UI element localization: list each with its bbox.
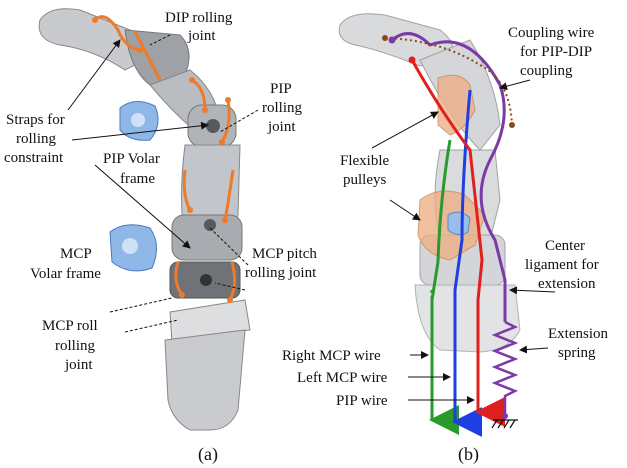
mcp-hole: [200, 274, 212, 286]
pip-wire-label: PIP wire: [336, 393, 388, 409]
pip-label-line1: PIP: [270, 81, 292, 97]
straps-label-line3: constraint: [4, 150, 64, 166]
mcp-roll-label-line3: joint: [64, 357, 93, 373]
coupling-label-line3: coupling: [520, 63, 573, 79]
pip-wire: [410, 59, 505, 427]
b-volar-frame: [447, 211, 471, 236]
extension-spring: [491, 320, 519, 415]
ligament-label-line1: Center: [545, 238, 585, 254]
left-mcp-wire-label: Left MCP wire: [297, 370, 388, 386]
metacarpal-bone: [164, 329, 246, 431]
mcp-roll-label-line1: MCP roll: [42, 318, 98, 334]
pip-volar-frame: [119, 101, 159, 141]
pip-hole: [206, 119, 220, 133]
spring-label-line2: spring: [558, 345, 596, 361]
ligament-label-line2: ligament for: [525, 257, 599, 273]
mcp-roll-label-line2: rolling: [55, 338, 95, 354]
mcp-volar-label-line1: MCP: [60, 246, 92, 262]
pulleys-label-line1: Flexible: [340, 153, 390, 169]
panel-b-leaders: [371, 79, 556, 404]
panel-a-leaders: [67, 34, 259, 333]
straps-label-line1: Straps for: [6, 112, 65, 128]
pip-label-line2: rolling: [262, 100, 302, 116]
pip-label-line3: joint: [267, 119, 296, 135]
right-mcp-wire-label: Right MCP wire: [282, 348, 381, 364]
panel-b-labels: Coupling wire for PIP-DIP coupling Flexi…: [282, 25, 608, 409]
proximal-hole: [204, 219, 216, 231]
ligament-label-line3: extension: [538, 276, 596, 292]
dip-label-line2: joint: [187, 28, 216, 44]
pip-volar-label-line2: frame: [120, 171, 155, 187]
mcp-volar-frame: [109, 224, 157, 272]
mcp-volar-label-line2: Volar frame: [30, 266, 101, 282]
pip-volar-label-line1: PIP Volar: [103, 151, 160, 167]
mcp-joint-block: [171, 214, 243, 261]
ground-symbol: [491, 419, 518, 429]
panel-a-finger: [38, 8, 251, 431]
mcp-pitch-label-line1: MCP pitch: [252, 246, 317, 262]
coupling-label-line1: Coupling wire: [508, 25, 595, 41]
panel-a-caption: (a): [198, 444, 218, 465]
panel-b-caption: (b): [458, 444, 479, 465]
strap-anchors: [92, 17, 233, 303]
coupling-label-line2: for PIP-DIP: [520, 44, 592, 60]
mcp-pitch-label-line2: rolling joint: [245, 265, 317, 281]
right-mcp-wire: [429, 139, 459, 435]
straps-label-line2: rolling: [16, 131, 56, 147]
spring-label-line1: Extension: [548, 326, 608, 342]
wire-anchors: [382, 35, 515, 419]
dip-label-line1: DIP rolling: [165, 10, 233, 26]
pulleys-label-line2: pulleys: [343, 172, 386, 188]
left-mcp-wire: [452, 89, 482, 437]
panel-a-labels: DIP rolling joint PIP rolling joint Stra…: [4, 10, 317, 373]
